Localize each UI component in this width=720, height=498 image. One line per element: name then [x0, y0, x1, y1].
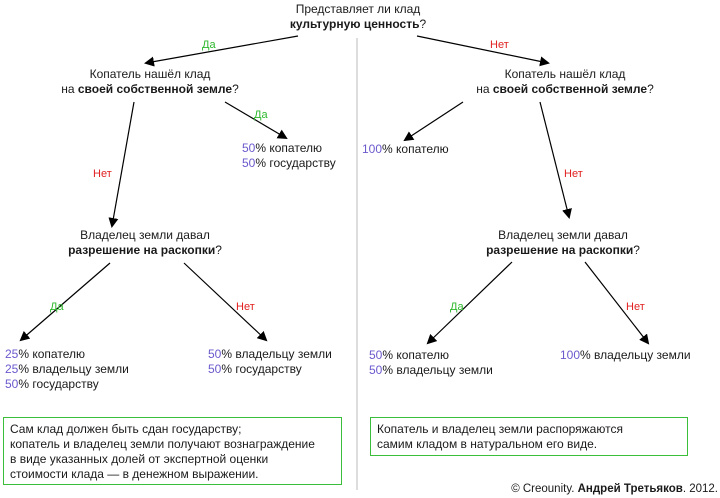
footer-credit: © Creounity. Андрей Третьяков. 2012.	[511, 483, 718, 495]
arrow-root-left	[144, 35, 299, 67]
arrow-right-q1-yes	[403, 101, 464, 142]
arrow-left-q2-no	[183, 262, 268, 342]
right-q1-node: Копатель нашёл клад на своей собственной…	[476, 67, 654, 96]
arrow-right-q2-yes	[426, 261, 513, 345]
root-question-bold: культурную ценность	[289, 17, 420, 31]
right-note: Копатель и владелец земли распоряжаются …	[370, 417, 688, 456]
left-q2-yes-label: Да	[50, 301, 64, 313]
right-q1-yes-share: 100% копателю	[362, 142, 449, 156]
arrow-right-q1-no	[539, 101, 572, 219]
left-q1-no-label: Нет	[93, 168, 112, 180]
root-question: Представляет ли клад культурную ценность…	[258, 2, 458, 32]
left-q2-yes-shares: 25% копателю 25% владельцу земли 50% гос…	[5, 347, 129, 391]
arrow-left-q1-yes	[224, 101, 288, 140]
left-note: Сам клад должен быть сдан государству; к…	[3, 417, 342, 485]
right-q2-node: Владелец земли давал разрешение на раско…	[486, 228, 640, 257]
right-q2-no-label: Нет	[626, 301, 645, 313]
left-q2-no-label: Нет	[236, 301, 255, 313]
left-q1-node: Копатель нашёл клад на своей собственной…	[61, 67, 239, 96]
arrow-root-right	[416, 35, 550, 67]
right-q2-yes-shares: 50% копателю 50% владельцу земли	[369, 348, 493, 377]
root-question-line1: Представляет ли клад	[295, 2, 421, 16]
left-q1-yes-label: Да	[254, 109, 268, 121]
left-branch-label: Да	[202, 39, 216, 51]
arrow-right-q2-no	[584, 261, 650, 345]
right-branch-label: Нет	[490, 39, 509, 51]
left-q2-no-shares: 50% владельцу земли 50% государству	[208, 347, 332, 376]
left-q2-node: Владелец земли давал разрешение на раско…	[68, 228, 222, 257]
right-q2-no-share: 100% владельцу земли	[560, 348, 691, 362]
arrow-left-q2-yes	[19, 262, 111, 342]
left-q1-yes-shares: 50% копателю 50% государству	[242, 141, 336, 170]
right-q2-yes-label: Да	[450, 301, 464, 313]
arrow-left-q1-no	[108, 101, 135, 228]
footer-author: Андрей Третьяков	[577, 483, 683, 495]
right-q1-no-label: Нет	[564, 168, 583, 180]
